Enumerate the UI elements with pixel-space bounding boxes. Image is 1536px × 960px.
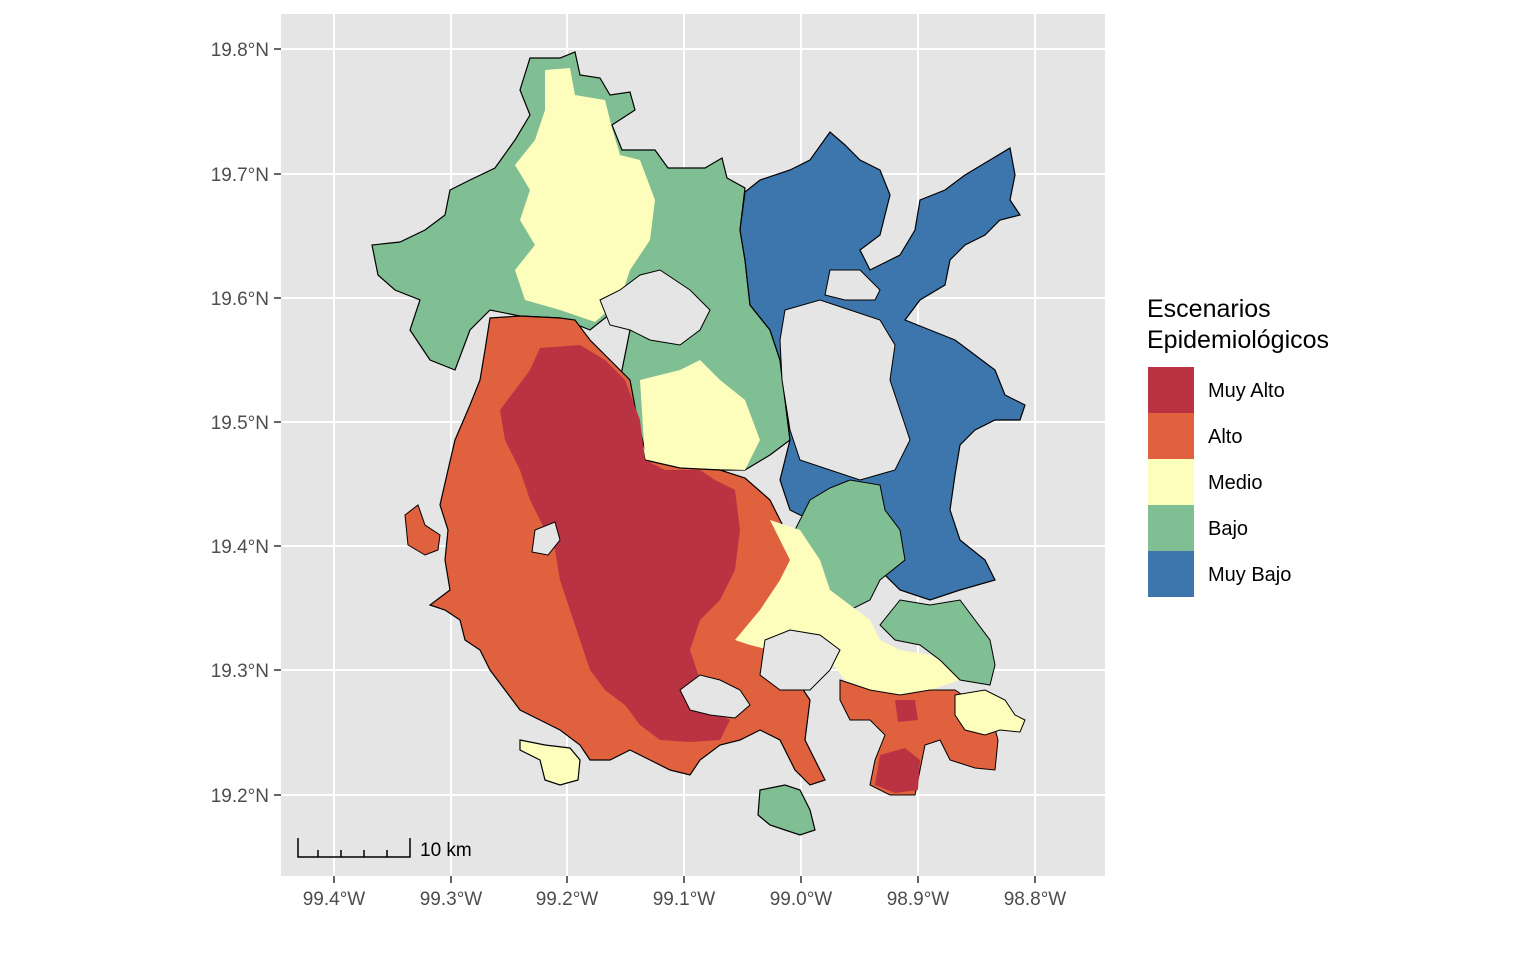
y-tick-label: 19.3°N — [211, 661, 269, 682]
region-hole-west-ellipse — [531, 521, 561, 556]
region-core-muy-alto — [500, 345, 740, 742]
region-north-medio — [515, 68, 655, 322]
region-center-medio — [640, 360, 760, 470]
legend-label: Alto — [1208, 426, 1242, 448]
legend-swatch — [1148, 367, 1194, 413]
scale-bar: 10 km — [297, 838, 472, 861]
x-axis: 99.4°W 99.3°W 99.2°W 99.1°W 99.0°W 98.9°W 98.8… — [303, 876, 1067, 910]
region-hole-south-lake — [679, 674, 751, 719]
legend-label: Muy Bajo — [1208, 564, 1291, 586]
legend-swatch — [1148, 551, 1194, 597]
legend-label: Bajo — [1208, 518, 1248, 540]
legend-title-line1: Escenarios — [1147, 295, 1271, 323]
region-hole-east-ring — [759, 629, 841, 691]
x-tick-label: 99.4°W — [303, 889, 366, 910]
region-east-empty-1 — [779, 299, 911, 481]
y-tick-label: 19.7°N — [211, 165, 269, 186]
y-axis: 19.8°N 19.7°N 19.6°N 19.5°N 19.4°N 19.3°N 19.2… — [211, 40, 281, 807]
legend-label: Muy Alto — [1208, 380, 1285, 402]
x-tick-label: 99.1°W — [653, 889, 716, 910]
y-tick-label: 19.5°N — [211, 413, 269, 434]
scale-bar-ruler — [297, 838, 411, 858]
region-hole-center — [599, 269, 711, 346]
region-south-bajo-island — [757, 784, 816, 836]
x-tick-label: 99.0°W — [770, 889, 833, 910]
legend-swatch — [1148, 413, 1194, 459]
x-tick-label: 99.3°W — [420, 889, 483, 910]
legend-swatch — [1148, 459, 1194, 505]
x-tick-label: 98.8°W — [1004, 889, 1067, 910]
legend: Escenarios Epidemiológicos Muy Alto Alto M… — [1147, 295, 1329, 597]
region-west-satellite — [404, 504, 441, 556]
scale-bar-label: 10 km — [420, 840, 472, 861]
y-tick-label: 19.4°N — [211, 537, 269, 558]
legend-title-line2: Epidemiológicos — [1147, 326, 1329, 354]
region-south-west-medio-island — [519, 739, 581, 786]
y-tick-label: 19.2°N — [211, 786, 269, 807]
region-south-east-muy-alto — [875, 748, 920, 793]
region-east-empty-2 — [824, 269, 881, 301]
y-tick-label: 19.8°N — [211, 40, 269, 61]
region-south-east-muy-alto-2 — [895, 700, 918, 722]
region-far-east-medio — [954, 689, 1026, 736]
legend-label: Medio — [1208, 472, 1262, 494]
legend-swatch — [1148, 505, 1194, 551]
y-tick-label: 19.6°N — [211, 289, 269, 310]
x-tick-label: 98.9°W — [887, 889, 950, 910]
x-tick-label: 99.2°W — [536, 889, 599, 910]
region-layer — [371, 51, 1026, 836]
region-south-east-bajo — [879, 599, 996, 686]
